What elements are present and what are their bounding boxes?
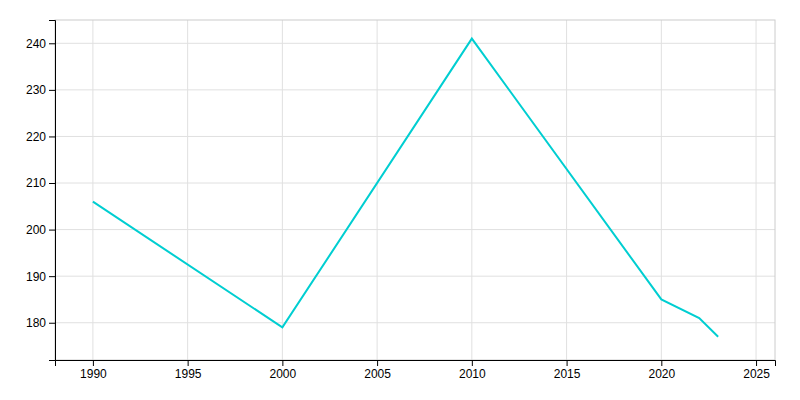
- tick-mark: [188, 360, 189, 366]
- y-axis: 180 190 200 210 220 230 240: [26, 21, 56, 361]
- grid-line: [756, 20, 757, 360]
- tick-mark: [661, 360, 662, 366]
- tick-label: 190: [26, 270, 46, 284]
- grid-line: [55, 276, 775, 277]
- tick-label: 220: [26, 130, 46, 144]
- tick-label: 210: [26, 176, 46, 190]
- tick-mark: [93, 360, 94, 366]
- line: [93, 39, 718, 337]
- marks: [93, 39, 718, 337]
- tick-mark: [49, 136, 55, 137]
- tick: 2015: [554, 360, 581, 381]
- tick-label: 240: [26, 37, 46, 51]
- plot-frame: [55, 20, 775, 360]
- tick: 220: [26, 130, 55, 144]
- tick-label: 1995: [175, 367, 202, 381]
- grid-line: [55, 136, 775, 137]
- grid-line: [55, 229, 775, 230]
- grid-line: [55, 183, 775, 184]
- tick: 180: [26, 316, 55, 330]
- tick: 2010: [459, 360, 486, 381]
- tick-mark: [49, 276, 55, 277]
- tick-mark: [49, 90, 55, 91]
- tick-label: 2015: [554, 367, 581, 381]
- grid-line: [55, 322, 775, 323]
- plot: 1990 1995 2000 2005 2010 2015 2020 2025 180 190 20…: [26, 20, 776, 381]
- tick-mark: [756, 360, 757, 366]
- axis-line: [56, 361, 776, 367]
- tick: 1995: [175, 360, 202, 381]
- grid-line: [55, 43, 775, 44]
- grid-line: [661, 20, 662, 360]
- tick-label: 2020: [648, 367, 675, 381]
- tick: 230: [26, 83, 55, 97]
- tick-label: 2000: [270, 367, 297, 381]
- tick-label: 230: [26, 83, 46, 97]
- grid-line: [566, 20, 567, 360]
- tick-mark: [49, 183, 55, 184]
- grid-line: [92, 20, 93, 360]
- grid-line: [471, 20, 472, 360]
- tick: 1990: [80, 360, 107, 381]
- tick-mark: [282, 360, 283, 366]
- tick-mark: [49, 323, 55, 324]
- tick: 210: [26, 176, 55, 190]
- tick-label: 2025: [743, 367, 770, 381]
- x-axis: 1990 1995 2000 2005 2010 2015 2020 2025: [56, 360, 776, 381]
- tick-label: 2010: [459, 367, 486, 381]
- tick-label: 2005: [364, 367, 391, 381]
- tick: 200: [26, 223, 55, 237]
- tick: 2000: [270, 360, 297, 381]
- tick: 2005: [364, 360, 391, 381]
- tick-label: 1990: [80, 367, 107, 381]
- tick-mark: [472, 360, 473, 366]
- grid-line: [55, 89, 775, 90]
- tick-mark: [49, 43, 55, 44]
- grid-line: [187, 20, 188, 360]
- grid-line: [282, 20, 283, 360]
- tick: 190: [26, 270, 55, 284]
- tick-mark: [567, 360, 568, 366]
- tick-mark: [49, 230, 55, 231]
- tick: 2020: [648, 360, 675, 381]
- grid: [55, 20, 775, 360]
- tick-mark: [377, 360, 378, 366]
- tick-label: 200: [26, 223, 46, 237]
- chart: 1990 1995 2000 2005 2010 2015 2020 2025 180 190 20…: [0, 0, 800, 400]
- tick: 2025: [743, 360, 770, 381]
- tick-label: 180: [26, 316, 46, 330]
- grid-line: [377, 20, 378, 360]
- tick: 240: [26, 37, 55, 51]
- axis-line: [49, 21, 56, 361]
